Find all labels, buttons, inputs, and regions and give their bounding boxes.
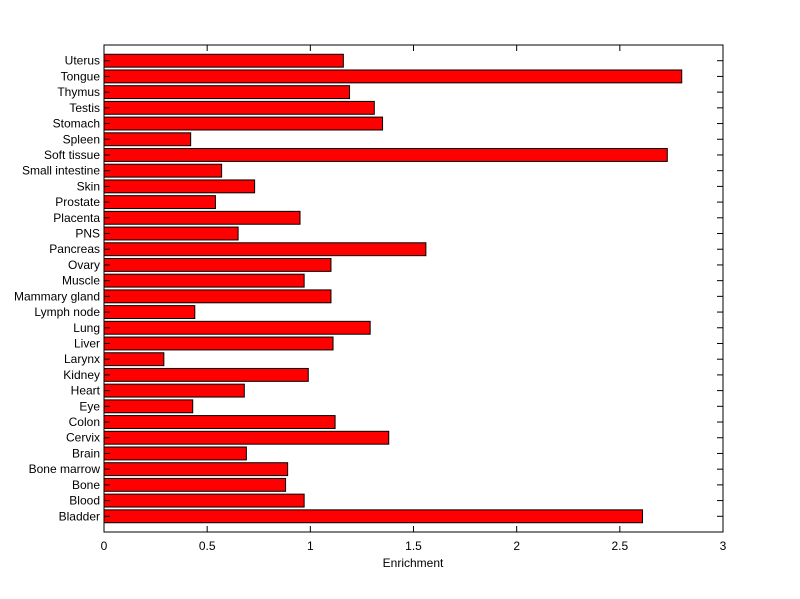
y-tick-label: Lymph node xyxy=(34,305,100,319)
y-tick-label: Thymus xyxy=(57,85,100,99)
bar-liver xyxy=(103,336,334,351)
y-tick-label: Heart xyxy=(71,384,101,398)
y-tick-label: Colon xyxy=(69,415,100,429)
y-tick-label: Cervix xyxy=(66,431,100,445)
bar-pancreas xyxy=(103,242,427,257)
bar-small-intestine xyxy=(103,163,223,178)
bar-spleen xyxy=(103,132,192,147)
bar-tongue xyxy=(103,69,683,84)
bar-soft-tissue xyxy=(103,148,668,162)
bar-lung xyxy=(103,320,371,335)
y-tick-label: Uterus xyxy=(65,54,100,68)
y-tick-label: Bladder xyxy=(59,509,100,523)
bar-bone xyxy=(103,477,287,492)
bar-testis xyxy=(103,100,375,115)
y-tick-label: Brain xyxy=(72,446,100,460)
bar-placenta xyxy=(103,210,301,225)
y-tick-label: Stomach xyxy=(53,117,100,131)
y-tick-label: Soft tissue xyxy=(44,148,100,162)
bar-heart xyxy=(103,383,245,398)
bar-stomach xyxy=(103,116,384,131)
y-tick-label: Spleen xyxy=(63,132,100,146)
y-tick-label: Ovary xyxy=(68,258,100,272)
bars-group xyxy=(103,53,683,524)
bar-muscle xyxy=(103,273,305,288)
x-tick-label: 2 xyxy=(513,539,520,553)
y-tick-label: Eye xyxy=(79,399,100,413)
x-tick-label: 1.5 xyxy=(405,539,422,553)
bar-mammary-gland xyxy=(103,289,332,304)
bar-cervix xyxy=(103,430,390,445)
x-tick-label: 0 xyxy=(101,539,108,553)
y-tick-label: Mammary gland xyxy=(14,289,100,303)
bar-brain xyxy=(103,446,247,461)
bar-ovary xyxy=(103,257,332,272)
x-tick-label: 1 xyxy=(307,539,314,553)
y-tick-label: Prostate xyxy=(55,195,100,209)
y-tick-label: Larynx xyxy=(64,352,100,366)
y-tick-label: Tongue xyxy=(61,69,101,83)
x-axis-label: Enrichment xyxy=(383,556,444,570)
y-tick-label: Liver xyxy=(74,336,100,350)
y-tick-label: Bone marrow xyxy=(29,462,101,476)
bar-skin xyxy=(103,179,256,194)
y-tick-label: Muscle xyxy=(62,274,100,288)
bar-larynx xyxy=(103,352,165,367)
x-tick-label: 3 xyxy=(720,539,727,553)
y-tick-label: Blood xyxy=(69,494,100,508)
bar-thymus xyxy=(103,85,351,100)
bar-colon xyxy=(103,415,336,429)
bar-prostate xyxy=(103,195,216,210)
y-tick-label: Testis xyxy=(69,101,100,115)
bar-uterus xyxy=(103,53,344,68)
bar-bladder xyxy=(103,509,644,524)
y-tick-label: Pancreas xyxy=(49,242,100,256)
y-tick-label: Kidney xyxy=(63,368,100,382)
bar-blood xyxy=(103,493,305,508)
y-tick-label: Skin xyxy=(77,179,100,193)
x-tick-label: 2.5 xyxy=(611,539,628,553)
y-tick-label: Lung xyxy=(73,321,100,335)
ticks-group xyxy=(103,45,724,532)
bar-pns xyxy=(103,226,239,241)
y-tick-label: Bone xyxy=(72,478,100,492)
y-tick-label: Placenta xyxy=(53,211,100,225)
bar-eye xyxy=(103,399,194,414)
x-tick-label: 0.5 xyxy=(199,539,216,553)
bar-lymph-node xyxy=(103,305,196,320)
bar-bone-marrow xyxy=(103,462,289,477)
y-tick-label: PNS xyxy=(75,227,100,241)
bar-kidney xyxy=(103,367,309,382)
y-tick-label: Small intestine xyxy=(22,164,100,178)
